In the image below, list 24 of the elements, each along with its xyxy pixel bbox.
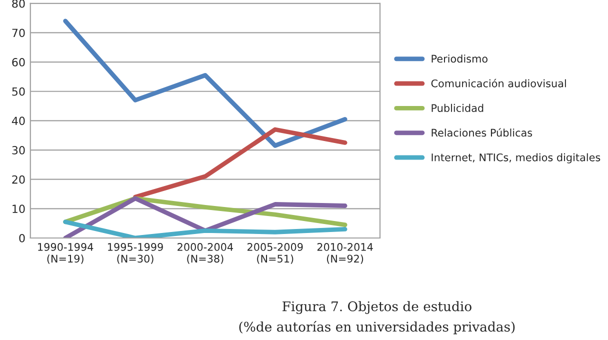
y-tick-label: 50 bbox=[12, 87, 25, 96]
y-tick-label: 0 bbox=[19, 234, 25, 242]
x-tick-label: 2005-2009 (N=51) bbox=[247, 243, 303, 264]
y-tick-label: 40 bbox=[12, 116, 25, 126]
legend-label: Comunicación audiovisual bbox=[431, 78, 566, 88]
legend-label: Publicidad bbox=[432, 104, 484, 112]
line-series bbox=[63, 18, 348, 148]
x-tick-label: 2000-2004 (N=38) bbox=[178, 243, 234, 264]
y-tick-label: 30 bbox=[12, 146, 25, 154]
y-tick-label: 60 bbox=[12, 58, 25, 66]
line-series bbox=[133, 127, 348, 200]
legend-label: Relaciones Públicas bbox=[432, 128, 532, 137]
y-tick-label: 10 bbox=[12, 204, 25, 214]
legend-label: Internet, NTICs, medios digitales bbox=[432, 153, 600, 164]
x-tick-label: 2010-2014 (N=92) bbox=[317, 243, 373, 264]
line-series bbox=[63, 196, 348, 238]
y-tick-label: 20 bbox=[12, 175, 25, 184]
text: (%de autorías en universidades privadas) bbox=[239, 320, 515, 334]
y-tick-label: 70 bbox=[12, 28, 25, 38]
x-tick-label: 1995-1999 (N=30) bbox=[108, 243, 163, 264]
x-tick-label: 1990-1994 (N=19) bbox=[38, 243, 94, 264]
line-series bbox=[63, 220, 348, 238]
legend-label: Periodismo bbox=[432, 54, 488, 63]
text: Figura 7. Objetos de estudio bbox=[282, 301, 472, 314]
